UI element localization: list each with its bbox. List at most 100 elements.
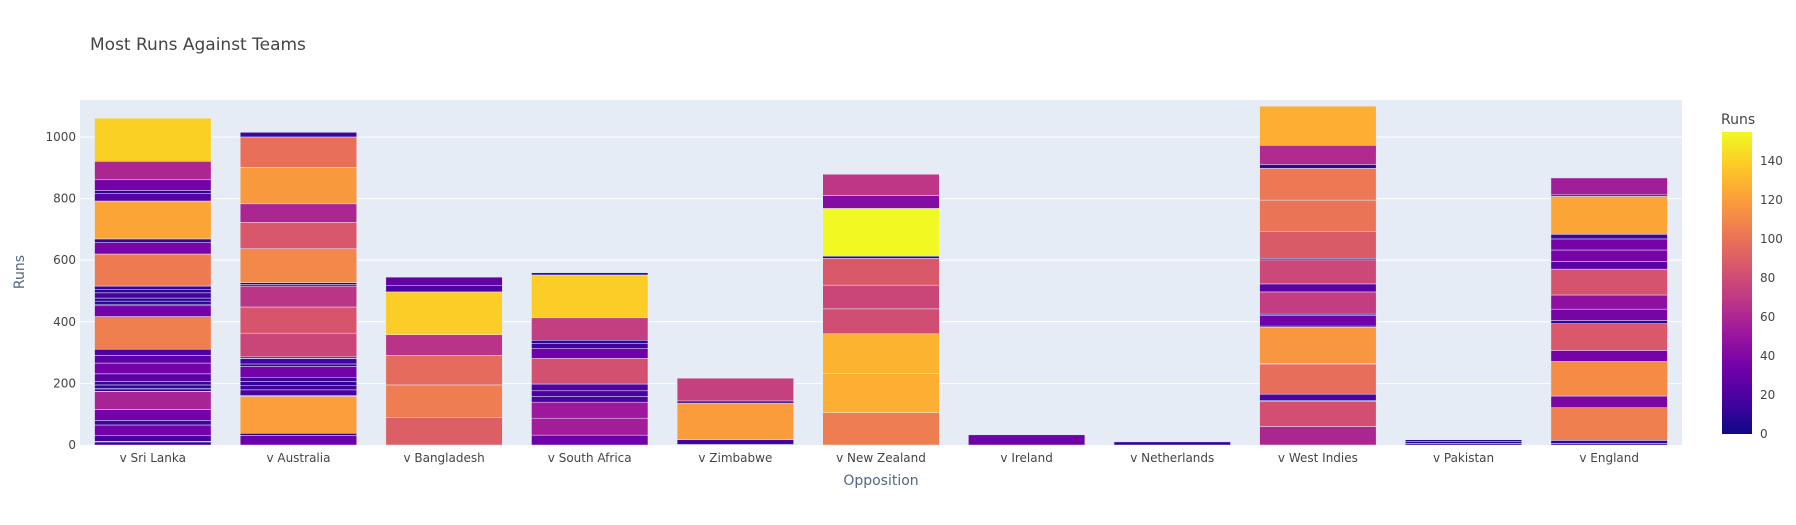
bar-segment[interactable]: [94, 391, 212, 410]
bar-segment[interactable]: [94, 193, 212, 202]
bar-segment[interactable]: [676, 439, 794, 445]
bar-segment[interactable]: [822, 308, 940, 335]
bar-segment[interactable]: [1550, 350, 1668, 362]
bar-segment[interactable]: [94, 242, 212, 255]
bar-segment[interactable]: [94, 190, 212, 194]
bar-segment[interactable]: [1550, 294, 1668, 310]
bar-segment[interactable]: [531, 272, 649, 276]
bar-segment[interactable]: [531, 401, 649, 419]
bar-segment[interactable]: [94, 373, 212, 382]
bar-segment[interactable]: [1259, 401, 1377, 427]
bar-segment[interactable]: [239, 376, 357, 382]
bar-segment[interactable]: [531, 434, 649, 446]
bar-segment[interactable]: [239, 306, 357, 334]
bar-segment[interactable]: [822, 255, 940, 259]
bar-segment[interactable]: [385, 355, 503, 386]
bar-segment[interactable]: [94, 420, 212, 426]
bar-segment[interactable]: [531, 274, 649, 319]
bar-segment[interactable]: [1550, 361, 1668, 397]
bar-segment[interactable]: [1550, 177, 1668, 196]
bar-segment[interactable]: [94, 179, 212, 191]
bar-segment[interactable]: [385, 291, 503, 335]
bar-segment[interactable]: [239, 358, 357, 365]
bar-segment[interactable]: [676, 402, 794, 441]
bar-segment[interactable]: [239, 366, 357, 378]
bar-segment[interactable]: [239, 435, 357, 446]
bar-segment[interactable]: [531, 340, 649, 344]
bar-segment[interactable]: [239, 433, 357, 436]
bar-segment[interactable]: [1550, 196, 1668, 235]
bar-segment[interactable]: [94, 409, 212, 421]
bar-segment[interactable]: [1550, 268, 1668, 296]
bar-segment[interactable]: [531, 390, 649, 397]
bar-segment[interactable]: [1259, 291, 1377, 315]
bar-segment[interactable]: [385, 384, 503, 418]
bar-segment[interactable]: [94, 238, 212, 243]
bar-segment[interactable]: [822, 284, 940, 310]
bar-segment[interactable]: [94, 200, 212, 240]
bar-segment[interactable]: [531, 343, 649, 349]
bar-segment[interactable]: [94, 424, 212, 437]
bar-segment[interactable]: [1259, 363, 1377, 395]
bar-segment[interactable]: [239, 389, 357, 396]
bar-segment[interactable]: [531, 348, 649, 359]
bar-segment[interactable]: [94, 348, 212, 356]
bar-segment[interactable]: [1259, 145, 1377, 165]
bar-segment[interactable]: [94, 388, 212, 392]
bar-segment[interactable]: [1259, 327, 1377, 364]
bar-segment[interactable]: [676, 377, 794, 402]
bar-segment[interactable]: [1550, 407, 1668, 441]
bar-segment[interactable]: [239, 363, 357, 367]
bar-segment[interactable]: [968, 434, 1086, 446]
bar-segment[interactable]: [531, 317, 649, 341]
bar-segment[interactable]: [1259, 315, 1377, 327]
bar-segment[interactable]: [531, 396, 649, 403]
bar-segment[interactable]: [1550, 323, 1668, 351]
bar-segment[interactable]: [1550, 308, 1668, 321]
bar-segment[interactable]: [239, 384, 357, 391]
bar-segment[interactable]: [1550, 440, 1668, 444]
bar-segment[interactable]: [239, 381, 357, 386]
bar-segment[interactable]: [94, 384, 212, 389]
bar-segment[interactable]: [1259, 230, 1377, 259]
bar-segment[interactable]: [94, 435, 212, 442]
bar-segment[interactable]: [822, 333, 940, 374]
bar-segment[interactable]: [531, 383, 649, 392]
bar-segment[interactable]: [239, 285, 357, 308]
bar-segment[interactable]: [94, 355, 212, 364]
bar-segment[interactable]: [94, 285, 212, 290]
bar-segment[interactable]: [1259, 426, 1377, 446]
bar-segment[interactable]: [1550, 234, 1668, 240]
bar-segment[interactable]: [1113, 441, 1231, 446]
bar-segment[interactable]: [94, 289, 212, 294]
bar-segment[interactable]: [385, 417, 503, 446]
bar-segment[interactable]: [94, 292, 212, 299]
bar-segment[interactable]: [385, 285, 503, 293]
bar-segment[interactable]: [239, 136, 357, 168]
bar-segment[interactable]: [822, 195, 940, 209]
bar-segment[interactable]: [531, 358, 649, 385]
bar-segment[interactable]: [1259, 164, 1377, 169]
bar-segment[interactable]: [1259, 393, 1377, 401]
bar-segment[interactable]: [822, 173, 940, 196]
bar-segment[interactable]: [822, 373, 940, 413]
bar-segment[interactable]: [1405, 441, 1523, 444]
bar-segment[interactable]: [531, 417, 649, 436]
bar-segment[interactable]: [1405, 439, 1523, 442]
bar-segment[interactable]: [239, 222, 357, 250]
bar-segment[interactable]: [1259, 105, 1377, 146]
bar-segment[interactable]: [1550, 249, 1668, 262]
bar-segment[interactable]: [94, 362, 212, 375]
bar-segment[interactable]: [385, 334, 503, 356]
bar-segment[interactable]: [94, 253, 212, 287]
bar-segment[interactable]: [822, 258, 940, 286]
bar-segment[interactable]: [1259, 259, 1377, 285]
bar-segment[interactable]: [385, 276, 503, 286]
bar-segment[interactable]: [1550, 261, 1668, 270]
bar-segment[interactable]: [94, 117, 212, 162]
bar-segment[interactable]: [1259, 168, 1377, 201]
bar-segment[interactable]: [94, 297, 212, 302]
bar-segment[interactable]: [1259, 283, 1377, 293]
bar-segment[interactable]: [94, 316, 212, 350]
bar-segment[interactable]: [94, 300, 212, 305]
